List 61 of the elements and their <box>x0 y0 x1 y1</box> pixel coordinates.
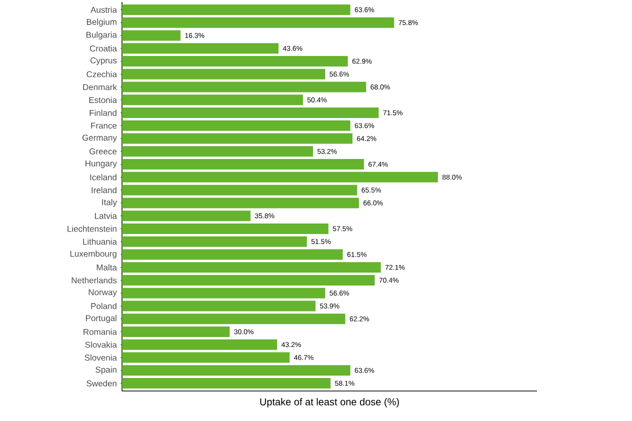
bar <box>122 30 181 41</box>
y-tick-label: Italy <box>102 198 117 207</box>
y-tick-label: Poland <box>91 302 116 310</box>
y-tick-label: Netherlands <box>72 277 117 284</box>
bar <box>122 236 307 247</box>
bar <box>122 56 348 67</box>
bar <box>122 133 352 144</box>
bar <box>122 43 279 54</box>
bar <box>122 314 346 324</box>
bar <box>122 262 381 273</box>
y-tick-label: Bulgaria <box>86 32 117 40</box>
bar <box>122 300 316 312</box>
y-tick-label: Greece <box>90 148 117 154</box>
bar <box>122 146 313 157</box>
y-tick-label: Iceland <box>90 174 116 180</box>
y-tick-label: Luxembourg <box>70 250 116 258</box>
y-tick-label: Austria <box>90 6 117 13</box>
bar <box>122 68 326 80</box>
y-tick-label: Ireland <box>92 186 116 194</box>
bar <box>122 184 358 196</box>
bar <box>122 82 366 92</box>
y-tick-label: Finland <box>90 110 116 116</box>
bar <box>122 172 438 182</box>
y-tick-label: Latvia <box>94 212 117 219</box>
y-tick-label: Liechtenstein <box>68 226 116 232</box>
y-tick-label: France <box>91 122 117 129</box>
bar <box>122 17 394 28</box>
x-axis-title: Uptake of at least one dose (%) <box>260 398 399 408</box>
y-tick-label: Romania <box>84 328 117 335</box>
y-tick-label: Belgium <box>86 18 116 27</box>
bar <box>122 326 230 338</box>
bar <box>122 365 350 376</box>
bar <box>122 4 350 15</box>
bar <box>122 94 303 106</box>
y-tick-label: Estonia <box>89 96 117 104</box>
y-tick-label: Spain <box>96 366 116 374</box>
bar <box>122 198 359 208</box>
y-tick-label: Sweden <box>86 380 116 386</box>
bar <box>122 249 343 260</box>
bar <box>122 223 328 234</box>
bar <box>122 352 290 363</box>
bar <box>122 339 278 350</box>
y-tick-label: Cyprus <box>90 57 117 66</box>
y-tick-label: Denmark <box>83 84 117 90</box>
bar <box>122 108 379 118</box>
y-tick-label: Portugal <box>86 314 116 323</box>
y-tick-label: Norway <box>88 289 117 297</box>
bar <box>122 288 326 298</box>
bar <box>122 274 375 286</box>
bar <box>122 120 350 131</box>
y-tick-label: Czechia <box>86 71 117 78</box>
y-tick-label: Lithuania <box>83 238 117 245</box>
bar <box>122 159 364 170</box>
bar <box>122 378 331 389</box>
y-tick-label: Slovakia <box>85 342 117 348</box>
bar <box>122 210 251 222</box>
y-tick-label: Malta <box>96 264 117 270</box>
y-tick-label: Croatia <box>90 45 117 52</box>
y-tick-label: Slovenia <box>84 354 117 361</box>
y-tick-label: Germany <box>82 134 117 142</box>
y-tick-label: Hungary <box>86 160 117 168</box>
